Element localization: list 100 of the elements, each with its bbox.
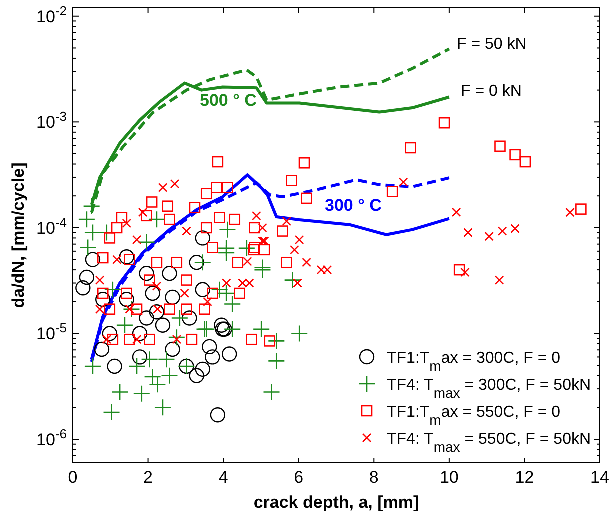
- point: [162, 266, 178, 282]
- point: [94, 342, 110, 358]
- annotation: 500 ° C: [200, 91, 257, 110]
- point: [277, 226, 288, 237]
- point: [263, 384, 280, 401]
- point: [79, 239, 97, 256]
- point: [97, 288, 109, 300]
- point: [102, 326, 118, 342]
- point: [205, 350, 220, 365]
- point: [454, 264, 466, 276]
- point: [111, 222, 123, 234]
- point: [302, 258, 312, 268]
- point: [104, 281, 122, 298]
- point: [438, 117, 450, 129]
- point: [294, 235, 304, 245]
- point: [452, 208, 462, 218]
- point: [121, 288, 132, 300]
- point: [168, 328, 186, 346]
- point: [158, 183, 168, 192]
- point: [104, 232, 116, 244]
- point: [189, 368, 204, 384]
- point: [85, 252, 101, 268]
- point: [284, 272, 302, 289]
- x-tick-label: 6: [294, 468, 304, 487]
- y-tick-label: 10$^{-5}$: [36, 320, 67, 344]
- point: [218, 240, 236, 258]
- point: [224, 320, 242, 338]
- point: [494, 276, 504, 285]
- point: [180, 288, 190, 298]
- point: [144, 274, 156, 286]
- point: [181, 304, 192, 316]
- point: [139, 266, 154, 282]
- point: [132, 326, 148, 342]
- point: [520, 156, 532, 168]
- y-tick-label: 10$^{-6}$: [36, 426, 67, 450]
- point: [162, 200, 174, 212]
- point: [510, 224, 520, 234]
- point: [246, 334, 258, 346]
- annotation: F = 0 kN: [461, 83, 522, 100]
- point: [566, 208, 575, 218]
- annotation: F = 50 kN: [457, 36, 527, 53]
- y-tick-label: 10$^{-3}$: [36, 108, 67, 132]
- point: [144, 334, 156, 346]
- point: [132, 334, 142, 344]
- legend-label: TF4: T$_{max}$ = 300C, F = 50kN: [387, 377, 592, 401]
- legend-label: TF1:T$_{m}$ax = 300C, F = 0: [387, 350, 561, 374]
- point: [464, 228, 473, 238]
- point: [125, 304, 134, 314]
- point: [151, 256, 163, 268]
- point: [107, 358, 122, 374]
- point: [152, 282, 162, 292]
- point: [103, 404, 120, 422]
- point: [148, 210, 166, 228]
- point: [298, 157, 310, 169]
- point: [96, 292, 111, 308]
- point: [116, 212, 128, 224]
- point: [172, 334, 182, 344]
- point: [79, 270, 95, 286]
- point: [119, 250, 134, 265]
- point: [214, 212, 226, 224]
- point: [211, 281, 228, 298]
- point: [258, 223, 268, 233]
- point: [281, 256, 292, 268]
- x-tick-label: 0: [68, 468, 78, 487]
- point: [268, 332, 286, 350]
- point: [111, 384, 129, 401]
- point: [218, 284, 236, 302]
- point: [145, 286, 160, 302]
- point: [211, 182, 222, 194]
- point: [290, 245, 300, 255]
- point: [133, 385, 151, 403]
- point: [258, 244, 270, 256]
- point: [214, 318, 230, 333]
- point: [139, 310, 154, 326]
- point: [212, 156, 224, 168]
- point: [576, 204, 587, 215]
- point: [78, 210, 96, 228]
- point: [210, 408, 226, 423]
- point: [258, 236, 268, 246]
- point: [199, 304, 210, 316]
- point: [405, 142, 416, 154]
- x-tick-label: 8: [369, 468, 379, 487]
- point: [195, 282, 210, 298]
- point: [149, 304, 165, 320]
- point: [194, 254, 212, 272]
- point: [484, 232, 494, 242]
- point: [248, 244, 260, 256]
- point: [200, 188, 212, 200]
- legend-label: TF1:T$_{m}$ax = 550C, F = 0: [387, 404, 561, 428]
- point: [186, 334, 198, 346]
- point: [102, 334, 112, 344]
- point: [207, 288, 218, 300]
- point: [95, 276, 105, 285]
- point: [182, 310, 198, 326]
- point: [141, 350, 158, 368]
- point: [138, 234, 156, 252]
- y-axis-title: da/dN, [mm/cycle]: [9, 162, 28, 308]
- point: [104, 304, 116, 316]
- point: [222, 182, 234, 194]
- point: [195, 230, 210, 246]
